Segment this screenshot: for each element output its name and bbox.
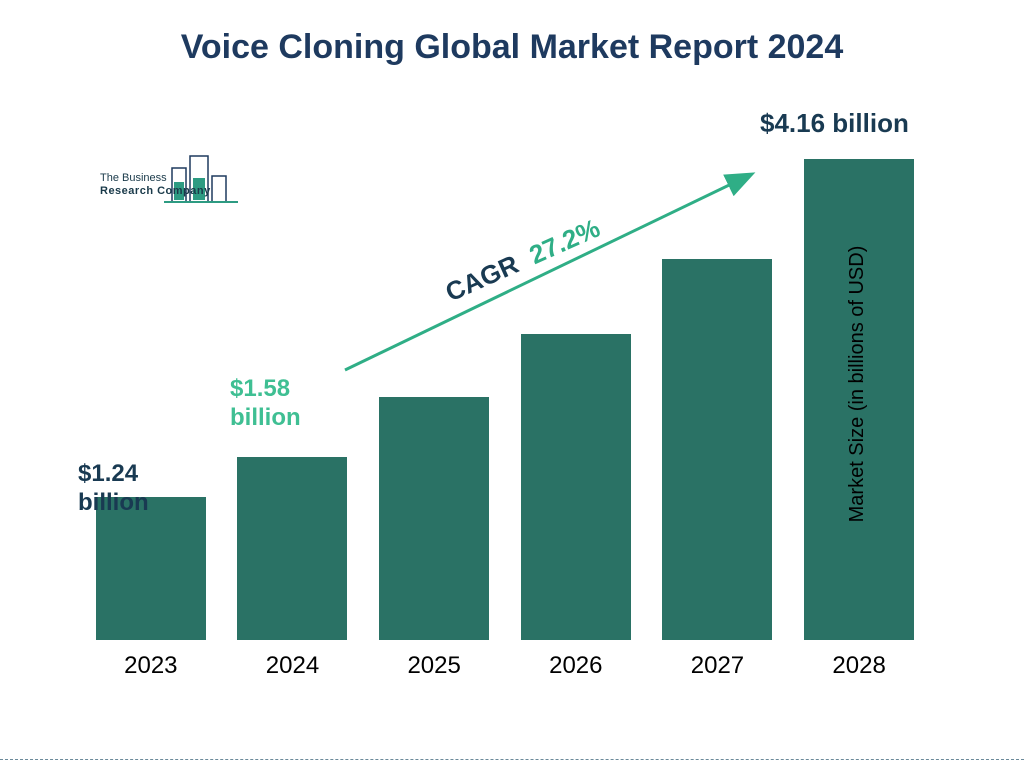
- y-axis-label: Market Size (in billions of USD): [846, 246, 869, 523]
- bar-wrap: [647, 259, 787, 640]
- x-tick-label: 2027: [647, 652, 787, 680]
- bar-value-label: $4.16 billion: [760, 108, 909, 139]
- bar-wrap: [81, 497, 221, 640]
- x-axis-labels: 202320242025202620272028: [80, 642, 930, 680]
- bar-wrap: [222, 457, 362, 640]
- x-tick-label: 2025: [364, 652, 504, 680]
- x-tick-label: 2028: [789, 652, 929, 680]
- bar: [237, 457, 347, 640]
- bar-wrap: [364, 397, 504, 640]
- bar-value-label: $1.24billion: [78, 460, 149, 518]
- bar: [379, 397, 489, 640]
- bars-container: [80, 120, 930, 640]
- x-tick-label: 2023: [81, 652, 221, 680]
- x-tick-label: 2026: [506, 652, 646, 680]
- bar-chart: 202320242025202620272028: [80, 120, 930, 680]
- bar: [521, 334, 631, 640]
- bar-wrap: [506, 334, 646, 640]
- bar: [96, 497, 206, 640]
- page-title: Voice Cloning Global Market Report 2024: [0, 28, 1024, 67]
- footer-divider: [0, 759, 1024, 760]
- bar-value-label: $1.58billion: [230, 375, 301, 433]
- x-tick-label: 2024: [222, 652, 362, 680]
- bar: [662, 259, 772, 640]
